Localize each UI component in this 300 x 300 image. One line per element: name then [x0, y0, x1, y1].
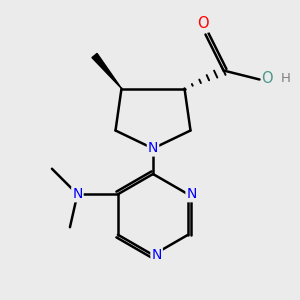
- Text: N: N: [187, 187, 197, 201]
- Polygon shape: [92, 53, 122, 88]
- Text: H: H: [281, 71, 291, 85]
- Text: O: O: [261, 70, 273, 86]
- Text: N: N: [152, 248, 162, 262]
- Text: N: N: [72, 187, 82, 201]
- Text: N: N: [148, 142, 158, 155]
- Text: O: O: [197, 16, 208, 32]
